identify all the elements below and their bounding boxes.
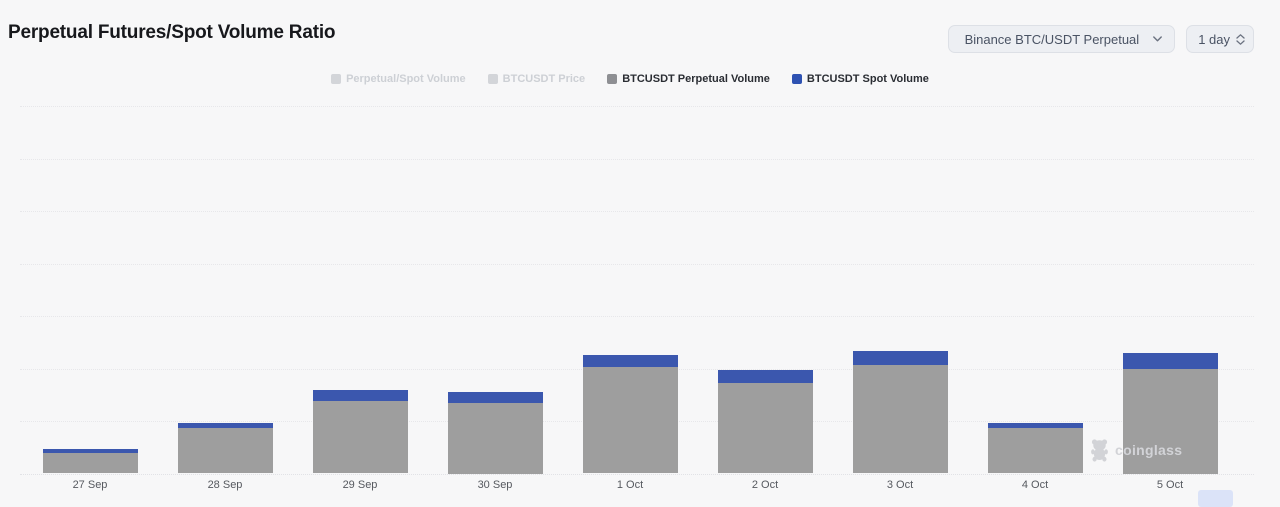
perpetual-volume-segment[interactable] xyxy=(717,382,813,474)
gridline xyxy=(20,316,1254,317)
bar-29-sep[interactable] xyxy=(312,389,408,474)
legend-swatch-icon xyxy=(331,74,342,84)
legend-item-3[interactable]: BTCUSDT Spot Volume xyxy=(791,73,929,85)
legend-item-label: BTCUSDT Spot Volume xyxy=(806,73,929,85)
legend-item-label: Perpetual/Spot Volume xyxy=(346,73,466,85)
bar-5-oct[interactable] xyxy=(1122,352,1218,474)
legend-item-1[interactable]: BTCUSDT Price xyxy=(487,73,586,85)
bar-1-oct[interactable] xyxy=(582,355,678,474)
spot-volume-segment[interactable] xyxy=(717,369,813,383)
x-axis-label: 1 Oct xyxy=(616,479,644,491)
spot-volume-segment[interactable] xyxy=(1122,352,1218,369)
perpetual-volume-segment[interactable] xyxy=(987,428,1083,474)
spot-volume-segment[interactable] xyxy=(852,350,948,365)
legend-item-2[interactable]: BTCUSDT Perpetual Volume xyxy=(607,73,770,85)
x-axis-label: 2 Oct xyxy=(751,479,779,491)
bar-3-oct[interactable] xyxy=(852,350,948,474)
legend-swatch-icon xyxy=(791,74,802,84)
up-down-stepper-icon xyxy=(1236,33,1245,45)
legend-item-label: BTCUSDT Perpetual Volume xyxy=(622,73,770,85)
gridline xyxy=(20,263,1254,265)
perpetual-volume-segment[interactable] xyxy=(42,453,138,474)
interval-select[interactable]: 1 day xyxy=(1186,25,1254,53)
x-axis-label: 28 Sep xyxy=(207,479,243,491)
x-axis-label: 3 Oct xyxy=(886,479,914,491)
chevron-down-icon xyxy=(1153,36,1163,42)
spot-volume-segment[interactable] xyxy=(42,449,138,454)
x-axis-label: 27 Sep xyxy=(72,479,108,491)
page-title: Perpetual Futures/Spot Volume Ratio xyxy=(8,22,336,43)
interval-select-value: 1 day xyxy=(1198,31,1230,47)
legend-swatch-icon xyxy=(487,74,498,84)
x-axis-label: 29 Sep xyxy=(342,479,378,491)
perpetual-volume-segment[interactable] xyxy=(1122,368,1218,474)
legend-swatch-icon xyxy=(607,74,618,84)
bar-30-sep[interactable] xyxy=(447,392,543,474)
perpetual-volume-segment[interactable] xyxy=(312,400,408,474)
perpetual-volume-segment[interactable] xyxy=(177,428,273,474)
x-axis-label: 4 Oct xyxy=(1021,479,1049,491)
legend-item-0[interactable]: Perpetual/Spot Volume xyxy=(331,73,466,85)
gridline xyxy=(20,158,1254,160)
perpetual-volume-segment[interactable] xyxy=(852,364,948,474)
gridline xyxy=(20,211,1254,212)
perpetual-volume-segment[interactable] xyxy=(447,402,543,474)
bar-4-oct[interactable] xyxy=(987,423,1083,474)
x-axis-line xyxy=(20,473,1254,475)
bar-27-sep[interactable] xyxy=(42,449,138,474)
spot-volume-segment[interactable] xyxy=(987,423,1083,429)
x-axis-label: 30 Sep xyxy=(477,479,513,491)
symbol-select[interactable]: Binance BTC/USDT Perpetual xyxy=(947,25,1176,53)
legend-item-label: BTCUSDT Price xyxy=(502,73,586,85)
x-axis-label: 5 Oct xyxy=(1156,479,1184,491)
legend: Perpetual/Spot Volume BTCUSDT Price BTCUSD… xyxy=(0,73,1260,85)
bar-28-sep[interactable] xyxy=(177,422,273,474)
perpetual-volume-segment[interactable] xyxy=(582,367,678,474)
symbol-select-value: Binance BTC/USDT Perpetual xyxy=(964,31,1140,47)
header-controls: Binance BTC/USDT Perpetual 1 day xyxy=(947,25,1254,53)
bar-2-oct[interactable] xyxy=(717,369,813,474)
spot-volume-segment[interactable] xyxy=(177,422,273,429)
bottom-scrollbar-thumb[interactable] xyxy=(1198,490,1233,507)
spot-volume-segment[interactable] xyxy=(582,355,678,368)
gridline xyxy=(20,106,1254,107)
coinglass-bear-icon xyxy=(1091,439,1108,462)
spot-volume-segment[interactable] xyxy=(447,392,543,403)
spot-volume-segment[interactable] xyxy=(312,389,408,401)
